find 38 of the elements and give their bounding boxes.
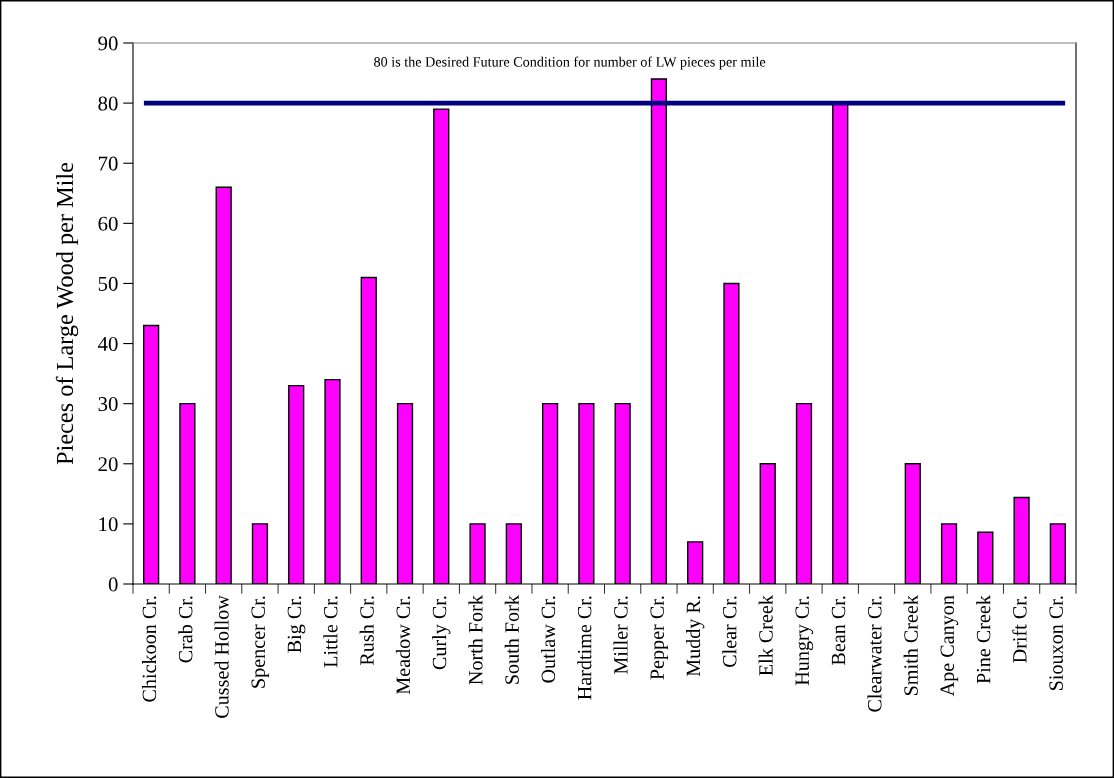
y-tick-label: 20 — [98, 457, 118, 472]
x-tick-label: Hungry Cr. — [795, 596, 814, 686]
y-axis-title: Pieces of Large Wood per Mile — [55, 162, 79, 465]
x-tick-label: Siouxon Cr. — [1049, 596, 1063, 691]
x-tick-label: Clear Cr. — [722, 596, 737, 667]
x-tick-label: Curly Cr. — [432, 596, 451, 670]
x-tick-label: Pepper Cr. — [650, 596, 669, 680]
ref-line-label: 80 is the Desired Future Condition for number of LW pieces per mile — [374, 56, 766, 70]
x-tick-label: Big Cr. — [287, 596, 306, 653]
y-tick-label: 70 — [98, 156, 118, 171]
x-tick-label: Elk Creek — [758, 595, 773, 676]
y-tick-label: 0 — [108, 577, 118, 592]
y-tick-label: 30 — [98, 397, 118, 412]
y-tick-label: 40 — [97, 336, 118, 351]
x-tick-label: Muddy R. — [686, 596, 705, 677]
x-tick-label: Meadow Cr. — [395, 596, 411, 695]
x-tick-label: North Fork — [468, 595, 483, 685]
y-tick-label: 50 — [98, 276, 118, 291]
x-tick-label: Pine Creek — [976, 595, 991, 684]
y-tick-label: 60 — [98, 216, 118, 231]
y-tick-label: 10 — [99, 517, 118, 532]
x-tick-label: Smith Creek — [903, 595, 918, 696]
x-tick-label: Spencer Cr. — [251, 596, 270, 688]
x-tick-label: Miller Cr. — [613, 596, 628, 674]
x-tick-label: Crab Cr. — [178, 596, 193, 663]
x-tick-label: Cussed Hollow — [214, 595, 229, 718]
x-tick-label: Rush Cr. — [359, 596, 374, 666]
x-tick-label: Ape Canyon — [940, 595, 959, 697]
x-tick-label: Outlaw Cr. — [540, 596, 556, 683]
x-tick-label: Drift Cr. — [1012, 596, 1027, 663]
x-tick-label: Clearwater Cr. — [867, 596, 882, 712]
x-tick-label: Hardtime Cr. — [577, 596, 592, 700]
x-tick-label: Bean Cr. — [831, 596, 846, 666]
x-tick-label: South Fork — [504, 595, 519, 684]
y-tick-label: 80 — [98, 96, 118, 111]
x-tick-label: Little Cr. — [323, 596, 338, 668]
x-tick-label: Chickoon Cr. — [142, 596, 157, 702]
y-tick-label: 90 — [98, 36, 118, 51]
